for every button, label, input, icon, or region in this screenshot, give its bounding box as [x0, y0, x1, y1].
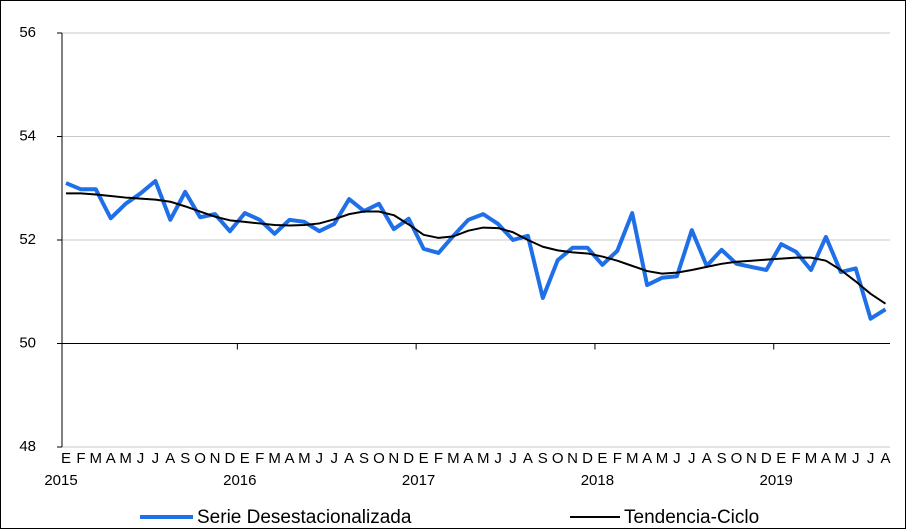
y-tick-label: 52 — [19, 231, 36, 248]
x-tick-label: S — [717, 450, 727, 467]
x-tick-label: A — [523, 450, 533, 467]
x-tick-label: M — [268, 450, 281, 467]
x-tick-label: M — [119, 450, 132, 467]
x-tick-label: O — [194, 450, 206, 467]
x-tick-label: F — [613, 450, 622, 467]
x-tick-label: O — [552, 450, 564, 467]
x-tick-label: E — [419, 450, 429, 467]
x-tick-label: J — [330, 450, 338, 467]
x-tick-label: N — [746, 450, 757, 467]
x-tick-label: E — [776, 450, 786, 467]
legend-label: Serie Desestacionalizada — [197, 507, 412, 528]
x-tick-label: F — [76, 450, 85, 467]
x-tick-label: F — [434, 450, 443, 467]
x-tick-label: A — [642, 450, 652, 467]
x-tick-label: J — [137, 450, 145, 467]
x-tick-label: M — [835, 450, 848, 467]
x-tick-label: M — [447, 450, 460, 467]
x-tick-label: A — [463, 450, 473, 467]
x-tick-label: M — [477, 450, 490, 467]
x-tick-label: D — [582, 450, 593, 467]
x-tick-label: D — [761, 450, 772, 467]
year-label: 2016 — [223, 472, 256, 489]
y-tick-label: 48 — [19, 438, 36, 455]
x-tick-label: M — [805, 450, 818, 467]
year-label: 2015 — [44, 472, 77, 489]
x-tick-label: J — [688, 450, 696, 467]
x-tick-label: A — [880, 450, 890, 467]
x-tick-label: A — [284, 450, 294, 467]
x-tick-label: J — [509, 450, 517, 467]
x-tick-label: M — [298, 450, 311, 467]
x-tick-label: N — [567, 450, 578, 467]
x-tick-label: O — [373, 450, 385, 467]
x-tick-label: A — [165, 450, 175, 467]
y-tick-label: 50 — [19, 334, 36, 351]
x-tick-label: D — [403, 450, 414, 467]
series-line — [65, 179, 887, 321]
x-tick-label: S — [180, 450, 190, 467]
x-tick-label: E — [240, 450, 250, 467]
year-label: 2019 — [760, 472, 793, 489]
x-tick-label: M — [656, 450, 669, 467]
x-tick-label: S — [538, 450, 548, 467]
x-tick-label: F — [255, 450, 264, 467]
year-label: 2017 — [402, 472, 435, 489]
x-tick-label: M — [90, 450, 103, 467]
y-tick-label: 54 — [19, 127, 36, 144]
x-tick-label: E — [597, 450, 607, 467]
year-label: 2018 — [581, 472, 614, 489]
x-tick-label: F — [792, 450, 801, 467]
x-tick-label: J — [316, 450, 324, 467]
x-tick-label: N — [210, 450, 221, 467]
x-tick-label: J — [152, 450, 160, 467]
x-tick-label: O — [731, 450, 743, 467]
x-tick-label: J — [494, 450, 502, 467]
x-tick-label: D — [224, 450, 235, 467]
x-tick-label: A — [702, 450, 712, 467]
x-tick-label: A — [106, 450, 116, 467]
series-line — [66, 192, 887, 305]
x-tick-label: S — [359, 450, 369, 467]
x-tick-label: M — [626, 450, 639, 467]
legend-label: Tendencia-Ciclo — [624, 507, 759, 528]
x-tick-label: A — [821, 450, 831, 467]
x-tick-label: J — [852, 450, 860, 467]
y-tick-label: 56 — [19, 24, 36, 41]
x-tick-label: N — [388, 450, 399, 467]
x-tick-label: A — [344, 450, 354, 467]
x-tick-label: J — [673, 450, 681, 467]
x-tick-label: J — [867, 450, 875, 467]
x-tick-label: E — [61, 450, 71, 467]
